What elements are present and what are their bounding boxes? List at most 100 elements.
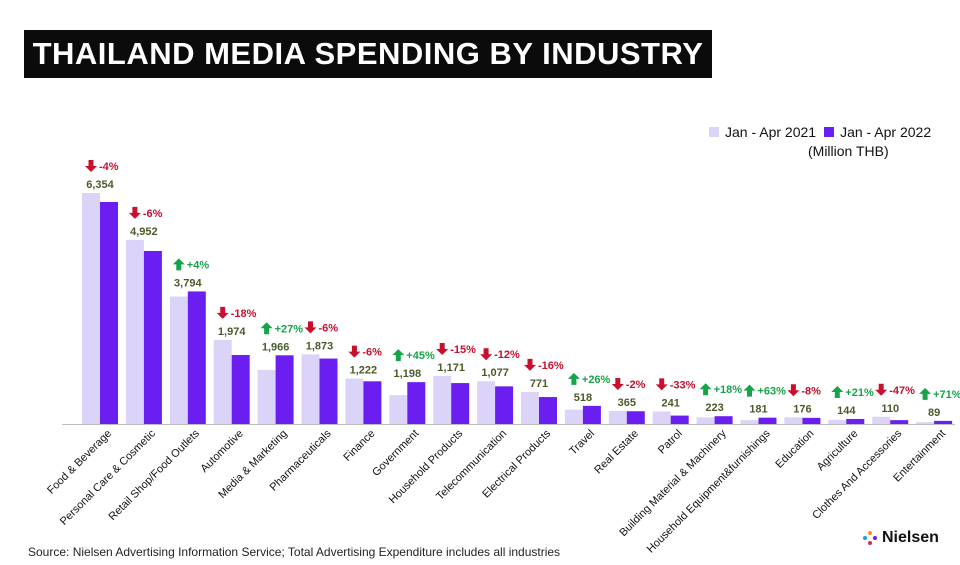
arrow-up-icon [567,372,580,385]
bar-2022 [539,397,557,424]
change-label: -16% [538,360,564,372]
arrow-down-icon [655,378,668,391]
arrow-down-icon [480,348,493,361]
unit-label: (Million THB) [808,143,889,159]
bar-2022 [802,417,821,424]
category-label: Agriculture [815,428,861,474]
arrow-down-icon [304,321,317,334]
bar-2022 [758,417,777,424]
arrow-up-icon [919,387,932,400]
bar-2021 [257,369,276,424]
arrow-down-icon [787,384,800,397]
category-label: Retail Shop/Food Outlets [107,427,203,523]
change-label: -6% [319,322,339,334]
bar-2021 [301,354,320,424]
change-label: -18% [231,308,257,320]
brand-logo: Nielsen [862,529,939,547]
bar-2022 [890,420,909,424]
value-label: 1,222 [350,365,378,377]
chart-title: THAILAND MEDIA SPENDING BY INDUSTRY [24,30,712,78]
arrow-down-icon [611,378,624,391]
brand-name: Nielsen [882,529,939,546]
change-label: +63% [758,386,787,398]
bar-2022 [495,386,514,424]
arrow-up-icon [743,384,756,397]
value-label: 144 [837,405,856,417]
bar-2021 [652,411,671,424]
change-label: -47% [889,385,915,397]
arrow-up-icon [831,385,844,398]
bar-2021 [608,411,627,424]
change-label: +71% [933,389,960,401]
category-label: Automotive [198,428,245,475]
value-label: 4,952 [130,226,158,238]
bar-2022 [934,420,953,424]
change-label: +21% [845,387,874,399]
bar-2021 [477,381,496,424]
value-label: 1,974 [218,326,246,338]
legend: Jan - Apr 2021 Jan - Apr 2022 [709,123,939,141]
change-label: +27% [275,323,304,335]
value-label: 176 [793,403,811,415]
value-label: 241 [662,397,680,409]
arrow-down-icon [436,343,449,356]
bar-2022 [100,201,118,424]
value-label: 518 [574,392,592,404]
category-label: Clothes And Accessories [810,427,904,521]
category-label: Real Estate [592,428,641,477]
category-label: Patrol [656,428,685,457]
bar-2021 [213,339,232,424]
arrow-down-icon [348,345,361,358]
value-label: 110 [881,403,899,415]
value-label: 365 [618,397,636,409]
bar-2021 [784,417,803,424]
arrow-down-icon [524,358,536,371]
value-label: 1,171 [437,362,465,374]
source-note: Source: Nielsen Advertising Information … [28,545,561,559]
change-label: -12% [494,349,520,361]
category-label: Travel [567,428,597,458]
category-label: Household Products [387,427,466,506]
value-label: 1,966 [262,341,290,353]
category-label: Finance [341,428,377,464]
bar-2022 [714,416,733,424]
value-label: 1,077 [481,367,509,379]
value-label: 1,198 [394,368,422,380]
bar-2022 [187,291,206,424]
bar-2022 [407,382,426,424]
change-label: -6% [143,208,163,220]
bar-2021 [169,296,188,424]
arrow-down-icon [875,383,888,396]
arrow-down-icon [85,160,97,172]
bar-2022 [846,418,865,424]
value-label: 6,354 [86,179,114,191]
bar-2022 [582,405,601,424]
legend-swatch-2022 [824,127,835,137]
value-label: 771 [530,378,548,390]
change-label: -2% [626,379,646,391]
bar-2022 [451,383,470,424]
change-label: +18% [714,384,743,396]
value-label: 3,794 [174,277,202,289]
change-label: -8% [801,385,821,397]
change-label: +45% [406,350,435,362]
change-label: -33% [670,379,696,391]
arrow-down-icon [128,206,141,219]
arrow-down-icon [216,306,229,319]
bar-2021 [696,417,715,424]
arrow-up-icon [172,258,185,271]
change-label: +26% [582,374,611,386]
bar-2022 [275,355,294,424]
bar-2021 [916,422,935,424]
arrow-up-icon [392,349,405,362]
bar-2022 [231,355,250,424]
nielsen-logo-icon [863,531,877,545]
value-label: 1,873 [306,340,334,352]
value-label: 181 [749,404,767,416]
bar-2021 [125,239,144,424]
legend-label-2022: Jan - Apr 2022 [840,124,932,140]
bar-2021 [740,420,759,424]
bar-2021 [389,395,408,424]
value-label: 89 [928,407,940,419]
